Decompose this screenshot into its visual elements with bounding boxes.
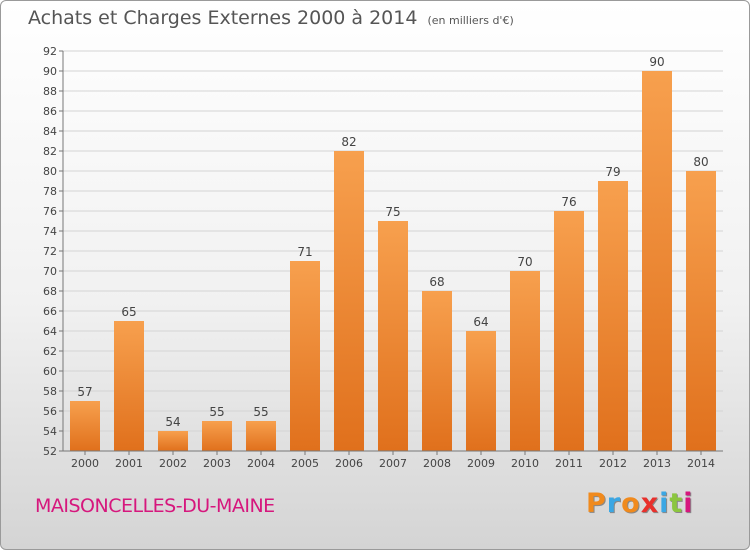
- x-tick-label: 2002: [159, 457, 187, 470]
- x-tick-label: 2014: [687, 457, 715, 470]
- x-tick-label: 2009: [467, 457, 495, 470]
- bar: [466, 331, 496, 451]
- y-tick-label: 72: [43, 245, 57, 258]
- x-tick-label: 2012: [599, 457, 627, 470]
- y-tick-label: 82: [43, 145, 57, 158]
- y-tick-label: 60: [43, 365, 57, 378]
- x-tick-label: 2013: [643, 457, 671, 470]
- brand-letter: r: [606, 488, 622, 519]
- y-tick-label: 58: [43, 385, 57, 398]
- bar: [246, 421, 276, 451]
- data-label: 70: [517, 255, 532, 269]
- brand-letter: t: [669, 488, 684, 519]
- data-label: 75: [385, 205, 400, 219]
- y-tick-label: 88: [43, 85, 57, 98]
- data-label: 57: [77, 385, 92, 399]
- y-tick-label: 62: [43, 345, 57, 358]
- bar: [554, 211, 584, 451]
- data-label: 55: [209, 405, 224, 419]
- chart-title: Achats et Charges Externes 2000 à 2014 (e…: [28, 7, 514, 29]
- bar: [422, 291, 452, 451]
- brand-letter: P: [586, 488, 607, 519]
- x-tick-label: 2000: [71, 457, 99, 470]
- data-label: 54: [165, 415, 180, 429]
- data-label: 80: [693, 155, 708, 169]
- bar: [642, 71, 672, 451]
- chart-title-text: Achats et Charges Externes 2000 à 2014: [28, 7, 418, 29]
- brand-letter: o: [621, 488, 641, 519]
- x-tick-label: 2007: [379, 457, 407, 470]
- bar: [510, 271, 540, 451]
- y-tick-label: 78: [43, 185, 57, 198]
- data-label: 55: [253, 405, 268, 419]
- bar: [686, 171, 716, 451]
- brand-letter: i: [659, 488, 670, 519]
- x-tick-label: 2006: [335, 457, 363, 470]
- data-label: 79: [605, 165, 620, 179]
- brand-logo: Proxiti: [586, 488, 694, 519]
- bars: [70, 71, 716, 451]
- brand-letter: i: [683, 488, 694, 519]
- x-tick-label: 2001: [115, 457, 143, 470]
- y-tick-label: 66: [43, 305, 57, 318]
- bar: [334, 151, 364, 451]
- data-label: 90: [649, 55, 664, 69]
- bar: [158, 431, 188, 451]
- bar: [70, 401, 100, 451]
- x-tick-label: 2005: [291, 457, 319, 470]
- y-tick-label: 74: [43, 225, 57, 238]
- x-tick-label: 2003: [203, 457, 231, 470]
- y-tick-label: 54: [43, 425, 57, 438]
- bar: [598, 181, 628, 451]
- x-tick-label: 2010: [511, 457, 539, 470]
- chart-subtitle: (en milliers d'€): [427, 14, 514, 27]
- commune-name: MAISONCELLES-DU-MAINE: [35, 495, 275, 517]
- brand-letter: x: [640, 488, 660, 519]
- data-label: 64: [473, 315, 488, 329]
- data-label: 65: [121, 305, 136, 319]
- y-tick-label: 56: [43, 405, 57, 418]
- y-tick-label: 84: [43, 125, 57, 138]
- x-tick-label: 2008: [423, 457, 451, 470]
- y-tick-label: 92: [43, 45, 57, 58]
- data-label: 71: [297, 245, 312, 259]
- y-tick-label: 68: [43, 285, 57, 298]
- x-tick-label: 2004: [247, 457, 275, 470]
- bar: [378, 221, 408, 451]
- x-axis-ticks: 2000 2001 2002 2003 2004 2005 2006 2007 2008 2009…: [71, 451, 715, 470]
- x-tick-label: 2011: [555, 457, 583, 470]
- y-tick-label: 90: [43, 65, 57, 78]
- y-tick-label: 76: [43, 205, 57, 218]
- y-tick-label: 52: [43, 445, 57, 458]
- y-axis-ticks: 52 54 56 58 60 62 64 66 68 70 72 74 76 78 80 82 84 86 88 90…: [43, 45, 63, 458]
- y-tick-label: 80: [43, 165, 57, 178]
- y-tick-label: 86: [43, 105, 57, 118]
- data-label: 82: [341, 135, 356, 149]
- bar: [114, 321, 144, 451]
- data-labels: 57 65 54 55 55 71 82 75 68 64 70 76 79 90 80: [77, 55, 708, 429]
- data-label: 68: [429, 275, 444, 289]
- bar: [202, 421, 232, 451]
- y-tick-label: 64: [43, 325, 57, 338]
- data-label: 76: [561, 195, 576, 209]
- y-tick-label: 70: [43, 265, 57, 278]
- bar: [290, 261, 320, 451]
